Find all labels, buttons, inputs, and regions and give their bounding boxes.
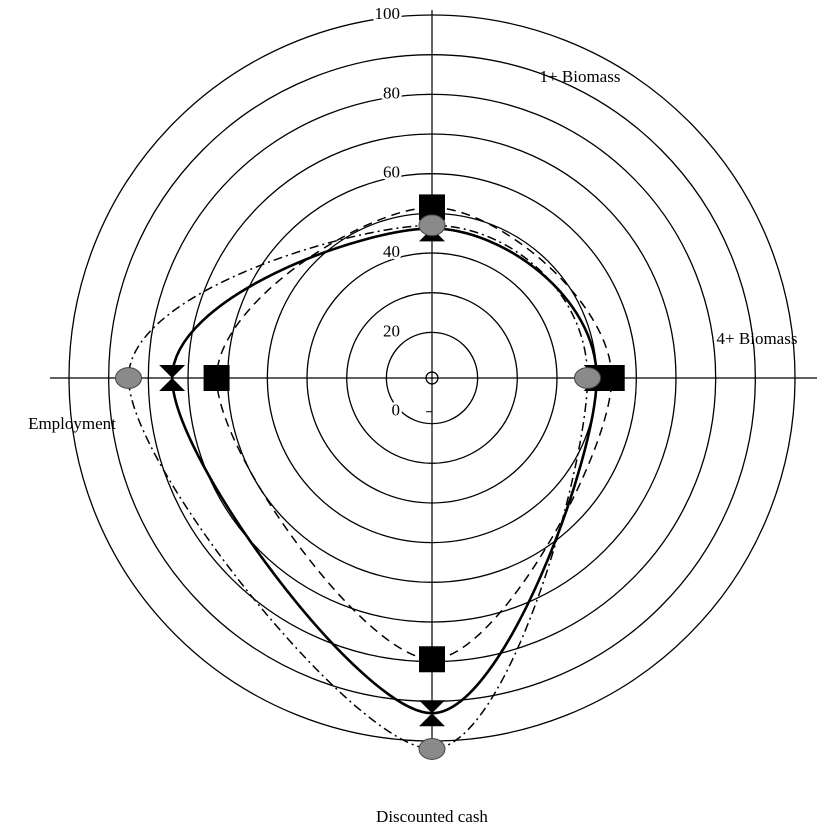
series-line — [170, 227, 598, 715]
r-tick-label: 40 — [383, 242, 400, 261]
marker — [159, 365, 186, 391]
r-tick-label: 0 — [392, 401, 401, 420]
axis-label: 4+ Biomass — [717, 329, 798, 348]
r-tick-label: 60 — [383, 163, 400, 182]
r-tick-label: 100 — [375, 4, 401, 23]
marker — [419, 700, 445, 727]
marker — [203, 365, 230, 391]
r-tick-label: 20 — [383, 321, 400, 340]
axis-label: 1+ Biomass — [540, 67, 621, 86]
series-line — [127, 224, 589, 750]
marker — [419, 646, 445, 673]
marker — [115, 367, 143, 389]
marker — [418, 214, 446, 237]
series-line — [215, 206, 613, 661]
marker — [574, 367, 602, 389]
marker — [418, 738, 446, 760]
axis-label: Discounted cash — [376, 807, 488, 826]
axis-label: Employment — [28, 414, 116, 433]
r-tick-label: 80 — [383, 83, 400, 102]
